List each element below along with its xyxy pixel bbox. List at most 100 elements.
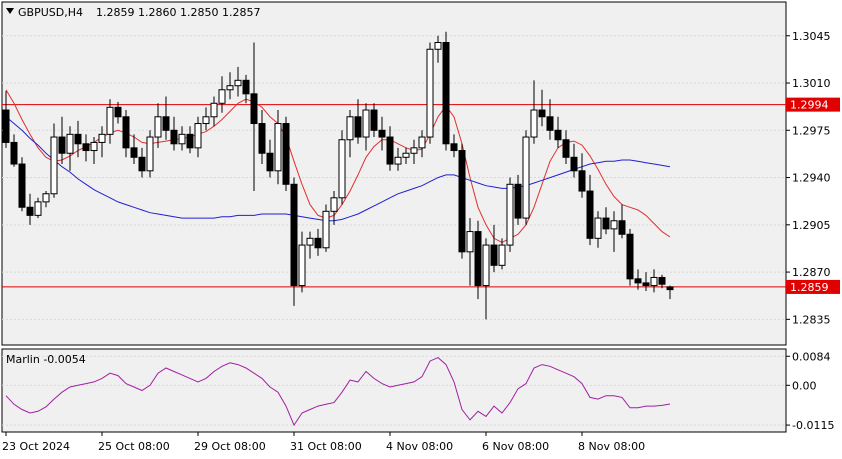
marlin-line: [5, 357, 671, 427]
candle-body-bear: [666, 286, 674, 291]
candle: [490, 224, 498, 273]
candle: [442, 31, 450, 151]
candle-body-bull: [194, 123, 202, 149]
candle: [482, 238, 490, 320]
time-tick-label: 4 Nov 08:00: [386, 440, 453, 453]
candle-body-bear: [586, 190, 594, 239]
candle-body-bull: [98, 133, 106, 143]
candle: [50, 123, 58, 198]
candle: [178, 126, 186, 151]
time-tick-label: 23 Oct 2024: [2, 440, 70, 453]
price-tick-label: 1.2905: [792, 219, 831, 232]
candle: [138, 147, 146, 178]
candle-body-bear: [570, 156, 578, 172]
candle: [506, 177, 514, 252]
candle-body-bull: [210, 102, 218, 118]
candle: [666, 285, 674, 300]
candle: [258, 110, 266, 165]
price-axis: 1.3045 1.3010 1.2975 1.2940 1.2905 1.2870 1.28…: [786, 30, 831, 326]
time-tick-label: 29 Oct 08:00: [194, 440, 266, 453]
oscillator-panel[interactable]: [1, 348, 787, 433]
candle: [650, 269, 658, 293]
candle-body-bull: [154, 116, 162, 138]
candle: [546, 99, 554, 140]
oscillator-tick-label: 0.0084: [792, 350, 831, 363]
candle-body-bear: [10, 141, 18, 165]
candle-body-bear: [626, 233, 634, 280]
time-axis: 23 Oct 2024 25 Oct 08:00 29 Oct 08:00 31 Oc…: [2, 432, 645, 453]
candle: [74, 120, 82, 158]
candle-body-bull: [178, 133, 186, 145]
candle: [154, 103, 162, 148]
time-tick-label: 25 Oct 08:00: [98, 440, 170, 453]
collapse-triangle-icon[interactable]: [6, 8, 14, 14]
candle-body-bull: [402, 152, 410, 158]
oscillator-tick-label: -0.0115: [792, 419, 834, 432]
candle-body-bear: [170, 129, 178, 145]
candle-body-bear: [658, 276, 666, 285]
time-tick-label: 8 Nov 08:00: [578, 440, 645, 453]
candle-body-bull: [234, 79, 242, 87]
candle: [26, 193, 34, 225]
candle-body-bull: [594, 217, 602, 239]
candle: [34, 197, 42, 219]
candle-body-bull: [410, 147, 418, 154]
candle: [202, 107, 210, 131]
candle-body-bear: [554, 129, 562, 141]
candle: [450, 134, 458, 158]
candle-body-bear: [354, 116, 362, 138]
candle: [314, 228, 322, 256]
candle: [626, 228, 634, 286]
candle: [18, 157, 26, 212]
candle: [602, 207, 610, 235]
price-panel[interactable]: [1, 1, 787, 346]
candle: [410, 139, 418, 165]
candle: [2, 91, 10, 148]
candle: [418, 130, 426, 158]
price-tick-label: 1.2975: [792, 124, 831, 137]
candle: [66, 126, 74, 171]
candle: [90, 137, 98, 165]
candle-body-bull: [226, 85, 234, 91]
candle: [266, 139, 274, 178]
candle-body-bull: [90, 141, 98, 152]
level-label: 1.2994: [790, 99, 829, 112]
candle-body-bull: [522, 136, 530, 219]
candle-body-bull: [346, 116, 354, 141]
candle-body-bull: [298, 244, 306, 287]
candle: [306, 231, 314, 259]
candle-body-bull: [330, 197, 338, 212]
candle: [98, 126, 106, 158]
candle: [186, 126, 194, 154]
candle-body-bear: [378, 129, 386, 138]
candle: [634, 269, 642, 290]
candle-body-bull: [418, 136, 426, 149]
level-label-box: [786, 97, 840, 112]
candle-body-bear: [458, 150, 466, 253]
oscillator-grid: [2, 355, 786, 426]
candle-body-bear: [162, 116, 170, 131]
candle-body-bull: [34, 201, 42, 216]
candle: [122, 110, 130, 158]
candle-body-bear: [2, 109, 10, 143]
candle: [554, 116, 562, 148]
candle: [586, 174, 594, 246]
ohlc-values: 1.2859 1.2860 1.2850 1.2857: [96, 6, 260, 19]
candle: [498, 238, 506, 270]
candle-body-bull: [506, 183, 514, 246]
candle: [370, 103, 378, 138]
candle-body-bear: [82, 143, 90, 152]
candle-body-bull: [42, 193, 50, 203]
candle-body-bear: [314, 237, 322, 249]
symbol-timeframe: GBPUSD,H4: [18, 6, 83, 19]
candle-body-bear: [258, 123, 266, 154]
candle: [10, 134, 18, 167]
candle: [402, 147, 410, 165]
candle: [578, 153, 586, 198]
candle: [562, 130, 570, 165]
price-tick-label: 1.3010: [792, 77, 831, 90]
candle-body-bull: [274, 123, 282, 172]
candle-body-bull: [50, 136, 58, 195]
candle: [434, 35, 442, 63]
candle-body-bear: [266, 152, 274, 172]
